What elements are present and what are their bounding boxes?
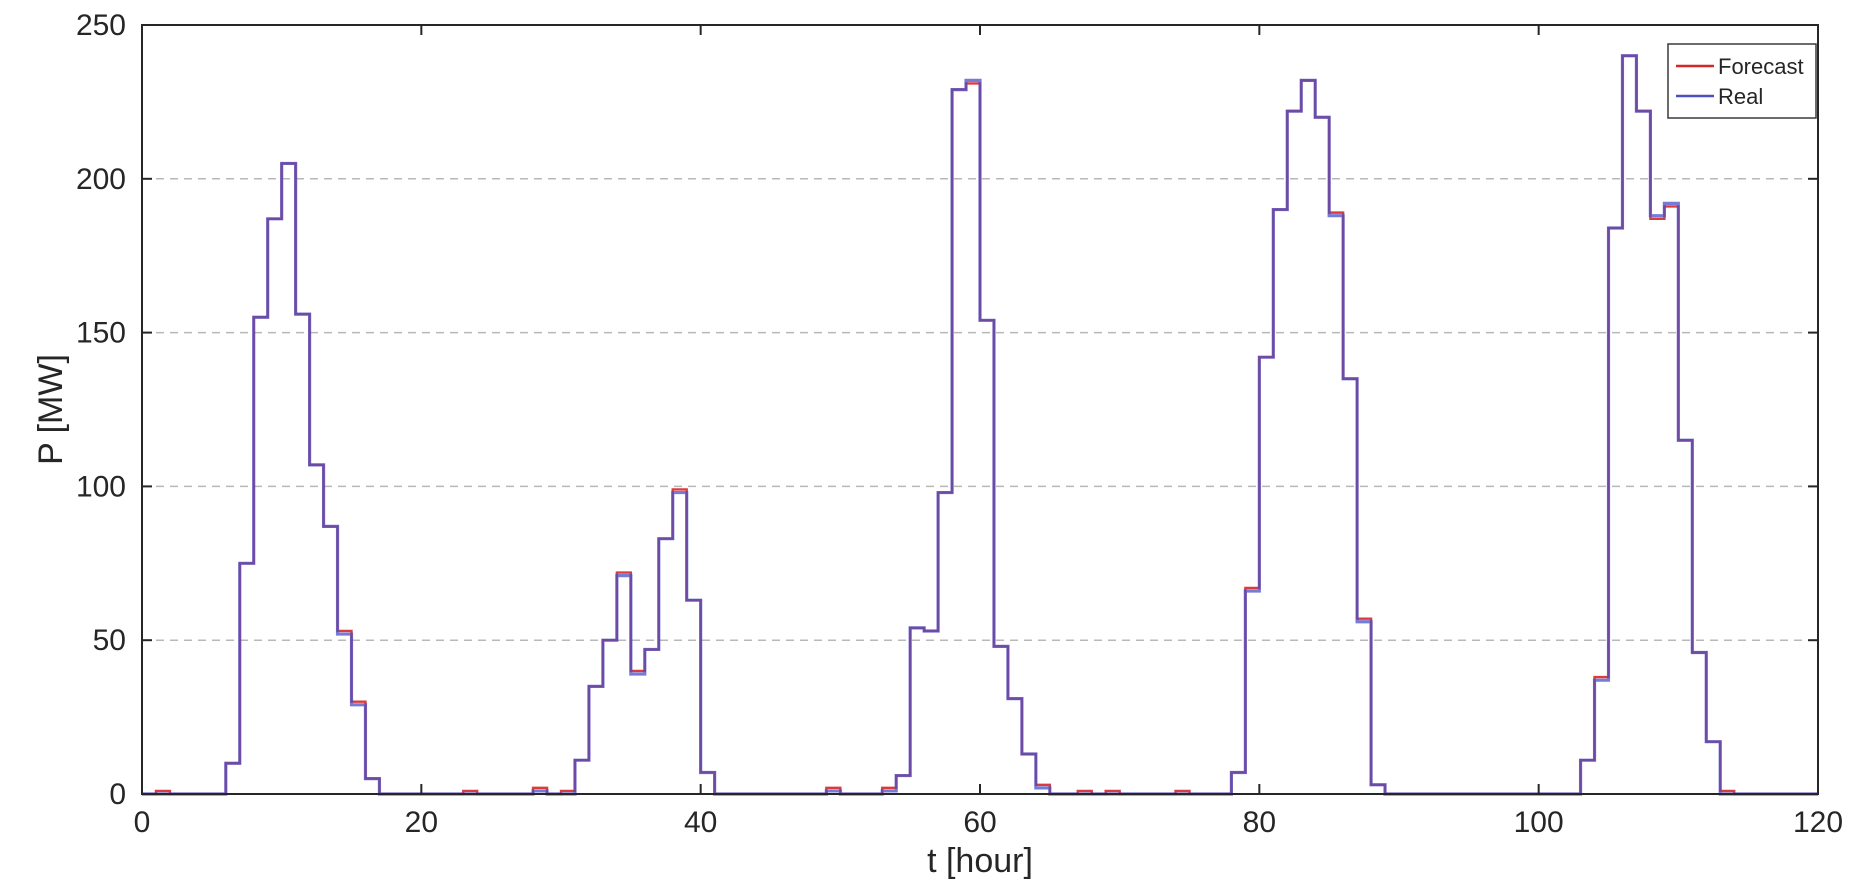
- y-tick-label-2: 100: [76, 470, 126, 503]
- x-tick-label-2: 40: [684, 806, 717, 839]
- y-axis-label: P [MW]: [32, 354, 70, 465]
- y-tick-label-3: 150: [76, 317, 126, 350]
- y-tick-label-5: 250: [76, 9, 126, 42]
- x-tick-label-1: 20: [405, 806, 438, 839]
- legend: Forecast Real: [1667, 43, 1817, 119]
- ticks: 0 20 40 60 80 100 120 0 50 100 150 200 250: [76, 9, 1843, 839]
- y-tick-label-0: 0: [109, 778, 126, 811]
- y-tick-label-4: 200: [76, 163, 126, 196]
- x-tick-label-4: 80: [1243, 806, 1276, 839]
- x-tick-label-0: 0: [134, 806, 151, 839]
- legend-label-forecast: Forecast: [1718, 54, 1804, 79]
- y-tick-label-1: 50: [93, 624, 126, 657]
- x-tick-label-6: 120: [1793, 806, 1843, 839]
- legend-label-real: Real: [1718, 84, 1763, 109]
- legend-box: [1667, 43, 1817, 119]
- x-tick-label-5: 100: [1514, 806, 1564, 839]
- x-axis-label: t [hour]: [927, 842, 1033, 880]
- x-tick-label-3: 60: [963, 806, 996, 839]
